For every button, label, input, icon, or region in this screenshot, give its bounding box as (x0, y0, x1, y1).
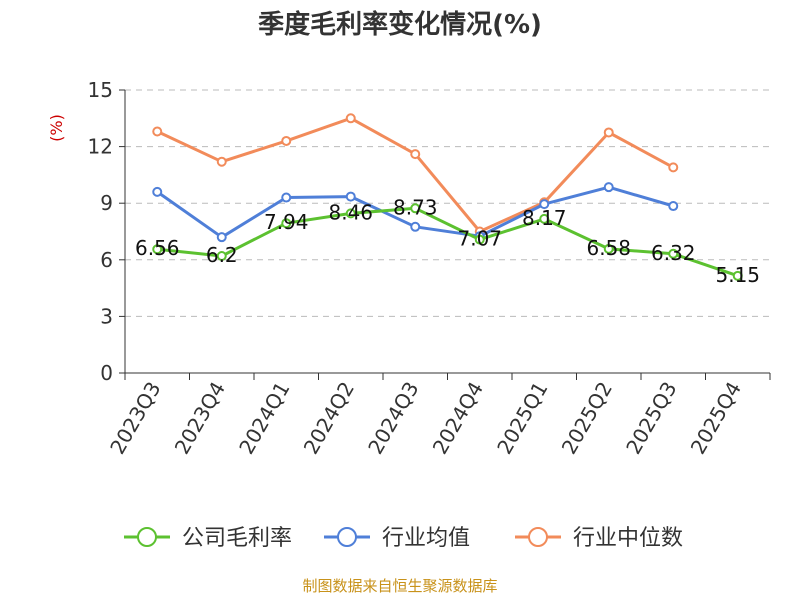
series-point (603, 127, 614, 138)
data-label: 7.07 (457, 227, 502, 251)
series-point (281, 135, 292, 146)
data-label: 5.15 (715, 263, 760, 287)
series-point (410, 149, 421, 160)
x-tick-label: 2024Q1 (234, 378, 294, 459)
legend-marker (337, 527, 357, 547)
y-axis-unit: (%) (47, 114, 66, 142)
y-tick-label: 12 (88, 135, 113, 159)
legend-label: 行业中位数 (573, 526, 683, 551)
x-tick-label: 2023Q4 (170, 378, 230, 459)
series-point (603, 243, 614, 254)
data-label: 6.58 (586, 236, 631, 260)
chart-title: 季度毛利率变化情况(%) (258, 9, 542, 40)
series-point (216, 251, 227, 262)
series-point (281, 218, 292, 229)
x-tick-label: 2025Q4 (686, 378, 746, 459)
data-label: 7.94 (264, 210, 309, 234)
series-point (152, 244, 163, 255)
data-label: 8.46 (328, 200, 373, 224)
x-tick-label: 2023Q3 (105, 378, 165, 459)
x-tick-label: 2024Q3 (363, 378, 423, 459)
x-tick-label: 2024Q2 (299, 378, 359, 459)
series-point (410, 221, 421, 232)
series-lines (152, 113, 743, 281)
series-point (603, 182, 614, 193)
legend-label: 公司毛利率 (182, 526, 292, 551)
series-line (157, 206, 739, 278)
series-point (345, 191, 356, 202)
series-point (152, 186, 163, 197)
x-tick-label: 2025Q2 (557, 378, 617, 459)
legend[interactable]: 公司毛利率 行业均值 行业中位数 (124, 526, 683, 551)
series-point (474, 234, 485, 245)
y-tick-label: 15 (88, 78, 113, 102)
grid-lines (125, 89, 770, 317)
data-label: 6.2 (206, 243, 238, 267)
series-point (539, 213, 550, 224)
series-point (216, 156, 227, 167)
series-point (345, 113, 356, 124)
x-tick-label: 2024Q4 (428, 378, 488, 459)
x-tick-label: 2025Q1 (492, 378, 552, 459)
y-tick-label: 9 (100, 191, 113, 215)
data-label: 6.32 (651, 241, 696, 265)
series-point (668, 201, 679, 212)
series-point (732, 270, 743, 281)
data-label: 8.73 (393, 195, 438, 219)
y-tick-label: 6 (100, 248, 113, 272)
data-label: 8.17 (522, 206, 567, 230)
legend-item[interactable]: 公司毛利率 (124, 526, 292, 551)
data-labels: 6.56 6.2 7.94 8.46 8.73 7.07 8.17 6.58 6.32 5.15 (135, 195, 760, 287)
series-point (152, 126, 163, 137)
series-point (216, 232, 227, 243)
legend-marker (137, 527, 157, 547)
series-point (539, 199, 550, 210)
legend-label: 行业均值 (382, 526, 470, 551)
series-point (668, 162, 679, 173)
data-label: 6.56 (135, 236, 180, 260)
legend-item[interactable]: 行业中位数 (515, 526, 683, 551)
x-tick-label: 2025Q3 (621, 378, 681, 459)
legend-marker (528, 527, 548, 547)
y-tick-label: 0 (100, 361, 113, 385)
series-point (410, 203, 421, 214)
series-point (281, 192, 292, 203)
y-tick-label: 3 (100, 304, 113, 328)
series-point (345, 208, 356, 219)
legend-item[interactable]: 行业均值 (324, 526, 470, 551)
data-source: 制图数据来自恒生聚源数据库 (302, 577, 497, 595)
series-point (668, 248, 679, 259)
